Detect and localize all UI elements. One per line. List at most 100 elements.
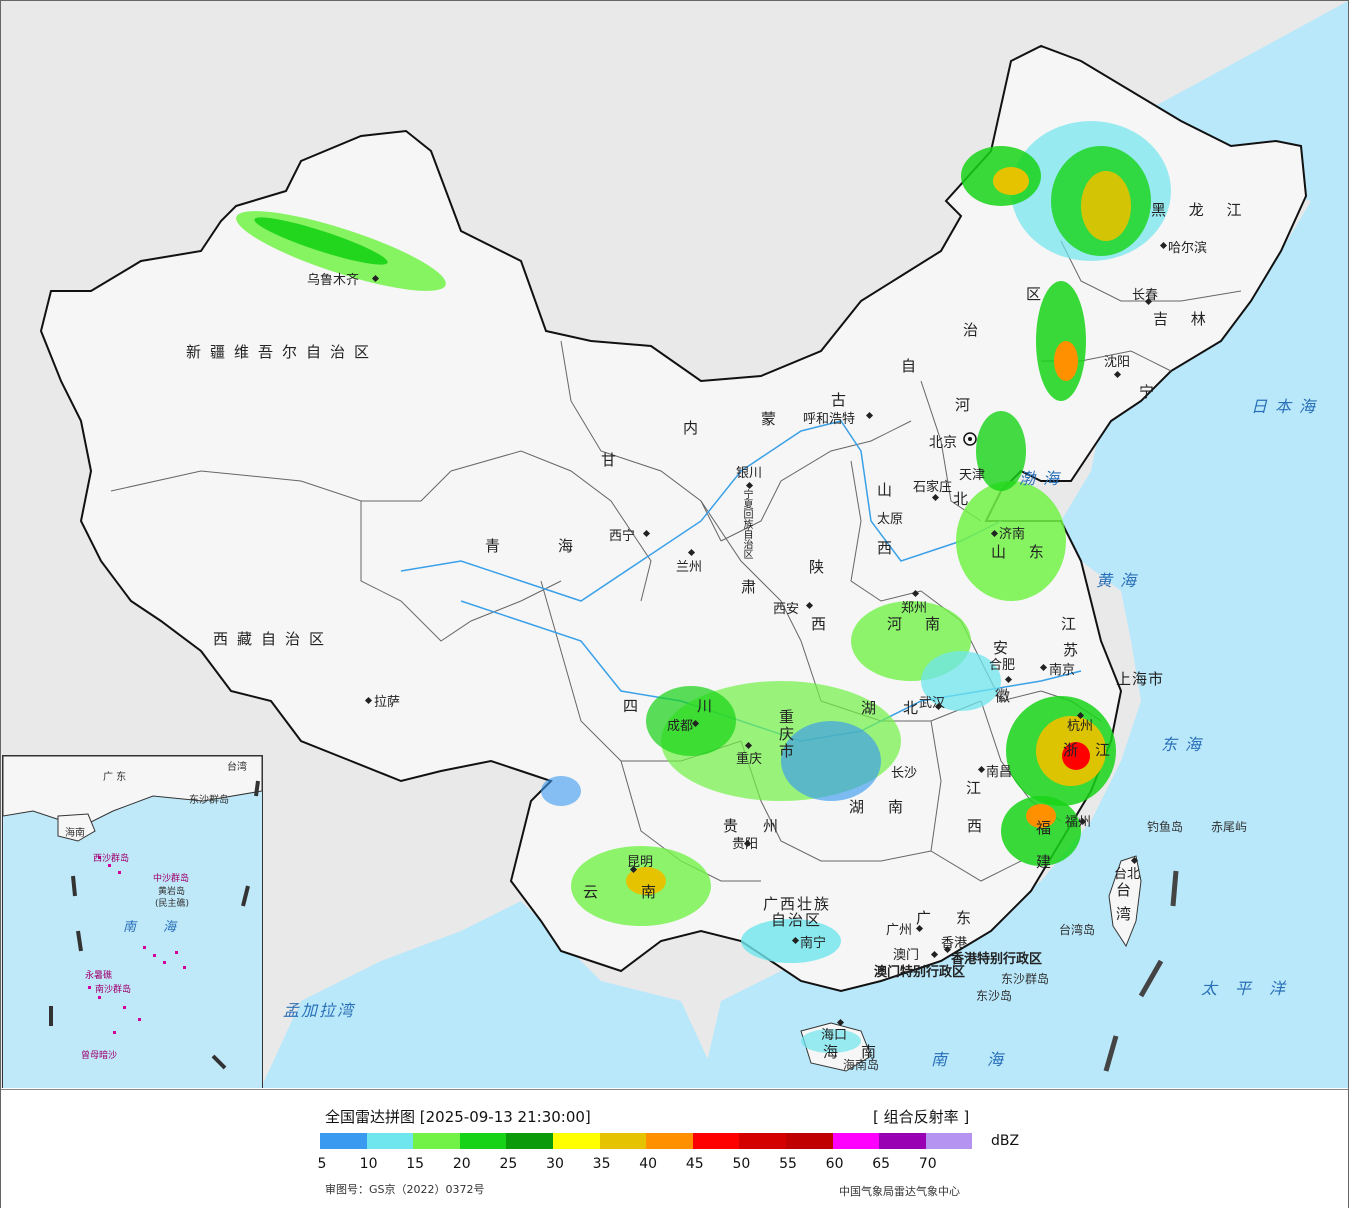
sea-label-japan: 日本海 [1251,397,1324,416]
region-label-shanxi-2: 西 [877,539,902,557]
legend-approval-number: 审图号：GS京（2022）0372号 [325,1183,485,1196]
city-label-guangzhou: 广州 [886,923,913,938]
legend-swatch [413,1133,460,1149]
city-label-lanzhou: 兰州 [676,560,703,575]
region-label-henan-1: 河 [887,615,912,633]
city-label-taipei: 台北 [1114,867,1141,882]
region-label-xizang: 西藏自治区 [213,630,334,648]
city-label-harbin: 哈尔滨 [1168,241,1208,256]
radar-echoes [236,121,1171,1053]
legend-swatch [366,1133,414,1149]
radar-legend: 全国雷达拼图 [2025-09-13 21:30:00] [ 组合反射率 ] 5… [1,1089,1348,1208]
inset-label-nansha: 南沙群岛 [95,985,132,995]
region-label-hunan-1: 湖 [849,798,874,816]
region-label-yunnan-1: 云 [583,883,608,901]
city-label-chengdu: 成都 [667,719,694,734]
region-label-aomen: 澳门特别行政区 [874,965,966,980]
city-label-chongqing: 重庆 [736,752,763,767]
legend-tick-label: 50 [732,1156,751,1172]
legend-tick-label: 40 [639,1156,658,1172]
region-label-heilongjiang: 黑 龙 江 [1151,201,1251,219]
legend-tick-label: 60 [825,1156,844,1172]
legend-color-bar [320,1133,973,1149]
region-label-hunan-2: 南 [888,798,913,816]
inset-label-zengmu: 曾母暗沙 [81,1051,118,1061]
china-land [39,44,1308,993]
region-label-guangxi-2: 自治区 [771,911,823,929]
legend-tick-label: 55 [779,1156,797,1172]
region-label-shaanxi-1: 陕 [809,558,834,576]
region-label-guizhou-2: 州 [763,817,788,835]
region-label-shanxi-1: 山 [877,481,902,499]
region-label-jilin: 吉 林 [1153,310,1215,328]
city-label-zhengzhou: 郑州 [901,601,928,616]
island-label-chiwei: 赤尾屿 [1211,820,1248,834]
region-label-guizhou-1: 贵 [723,817,748,835]
city-label-nanning: 南宁 [800,936,827,951]
inset-label-south-sea-1: 南 [123,920,155,935]
inset-label-zhongsha: 中沙群岛 [153,874,190,884]
sea-label-yellow: 黄海 [1096,571,1145,590]
inset-label-dongsha: 东沙群岛 [189,795,229,806]
region-label-beijing: 北京 [929,435,957,451]
legend-swatch [459,1133,507,1149]
city-label-guiyang: 贵阳 [732,837,759,852]
region-label-neimenggu-4: 自 [901,357,926,375]
region-label-neimenggu-6: 区 [1026,285,1051,303]
city-label-lhasa: 拉萨 [374,695,401,710]
legend-tick-label: 65 [872,1156,891,1172]
region-label-sichuan-1: 四 [623,697,648,715]
city-label-nanchang: 南昌 [986,765,1013,780]
city-label-nanjing: 南京 [1049,663,1076,678]
city-label-shenyang: 沈阳 [1104,355,1131,370]
region-label-ningxia: 宁夏回族自治区 [741,489,752,559]
legend-swatch [785,1133,833,1149]
legend-swatch [599,1133,647,1149]
city-label-changsha: 长沙 [891,766,918,781]
island-label-taiwan-dao: 台湾岛 [1059,923,1096,937]
south-china-sea-inset: 广 东 台湾 东沙群岛 海南 西沙群岛 中沙群岛 黄岩岛 (民主礁) 南 海 永… [2,755,263,1088]
city-label-urumqi: 乌鲁木齐 [307,273,360,288]
region-label-henan-2: 南 [925,615,950,633]
region-label-hainan-1: 海 [823,1043,848,1061]
island-label-diaoyu: 钓鱼岛 [1147,820,1184,834]
legend-unit: dBZ [991,1133,1020,1149]
legend-tick-label: 25 [499,1156,518,1172]
inset-label-huangyan: 黄岩岛 [158,887,186,897]
legend-swatch [832,1133,880,1149]
region-label-jiangsu-2: 苏 [1063,641,1088,659]
inset-graphics [3,756,262,1070]
legend-swatch [646,1133,693,1149]
region-label-sichuan-2: 川 [697,697,722,715]
sea-label-east: 东海 [1161,735,1210,754]
city-label-macau: 澳门 [893,948,920,963]
city-label-changchun: 长春 [1132,288,1159,303]
region-label-anhui-1: 安 [993,639,1018,657]
inset-label-yongshu: 永暑礁 [85,971,113,981]
legend-tick-label: 30 [546,1156,564,1172]
legend-swatch [879,1133,926,1149]
island-label-hainan-dao: 海南岛 [843,1058,880,1072]
region-label-shandong: 山 东 [991,543,1053,561]
city-label-shijiazhuang: 石家庄 [913,480,953,495]
city-label-fuzhou: 福州 [1065,815,1092,830]
region-label-fujian-1: 福 [1036,819,1061,837]
region-label-guangdong-1: 广 [916,909,941,927]
region-label-neimenggu-2: 蒙 [761,410,786,428]
region-label-gansu: 甘 [601,451,626,469]
legend-title: 全国雷达拼图 [2025-09-13 21:30:00] [325,1108,591,1126]
region-label-fujian-2: 建 [1036,853,1061,871]
inset-label-huangyan-note: (民主礁) [155,899,190,909]
sea-label-pacific: 太平洋 [1201,979,1304,998]
region-label-gansu-2: 肃 [741,578,766,596]
region-label-shaanxi-2: 西 [811,615,836,633]
region-label-neimenggu-1: 内 [683,419,708,437]
inset-label-xisha: 西沙群岛 [93,854,130,864]
sea-label-bohai: 渤海 [1019,469,1068,488]
legend-tick-label: 70 [918,1156,937,1172]
region-label-shanghai: 上海市 [1116,670,1165,688]
legend-swatch [552,1133,600,1149]
legend-tick-label: 35 [592,1156,611,1172]
region-label-guangxi-1: 广西壮族 [763,895,832,913]
